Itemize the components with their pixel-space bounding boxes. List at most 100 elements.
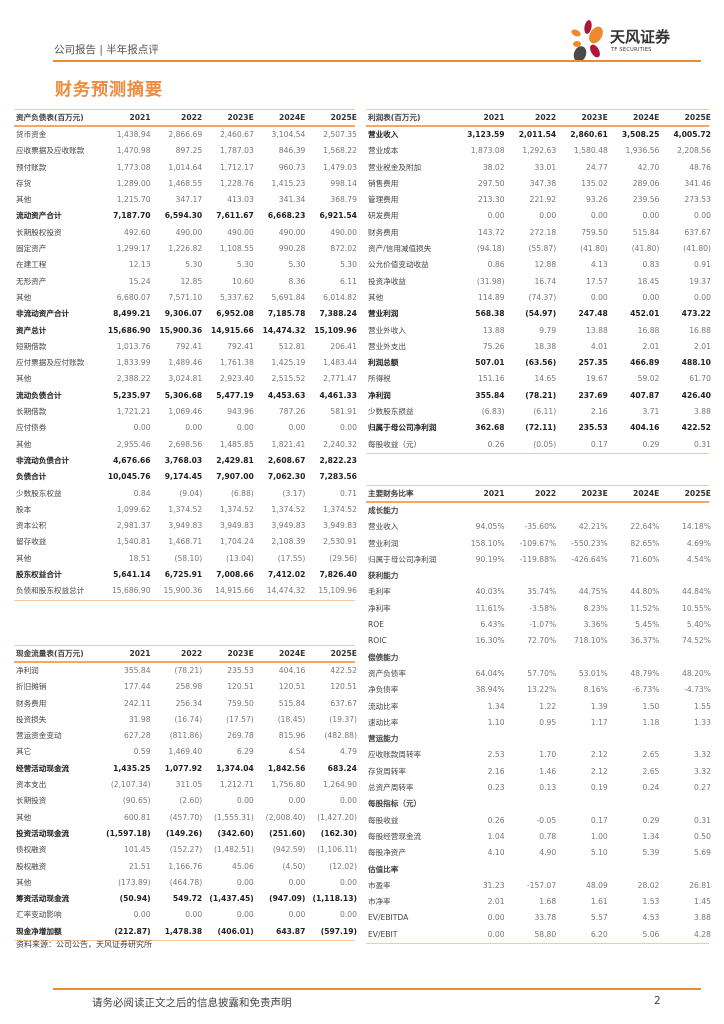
row-label: 资产负债率 bbox=[368, 668, 406, 678]
cell-value: 0.00 bbox=[236, 423, 254, 433]
cell-value: 1.50 bbox=[642, 701, 660, 711]
cell-value: 15,686.90 bbox=[111, 586, 151, 596]
row-label: 偿债能力 bbox=[368, 652, 399, 662]
cell-value: 269.78 bbox=[227, 731, 254, 741]
row-label: 营运能力 bbox=[368, 734, 399, 744]
row-label: 现金净增加额 bbox=[16, 926, 62, 936]
column-header: 2021 bbox=[129, 113, 151, 122]
cell-value: 466.89 bbox=[630, 358, 660, 368]
cell-value: 12.85 bbox=[180, 276, 203, 286]
cell-value: 1,468.55 bbox=[168, 178, 203, 188]
cell-value: (3.17) bbox=[282, 488, 306, 498]
row-label: 汇率变动影响 bbox=[16, 910, 62, 920]
cell-value: 5,306.68 bbox=[164, 390, 203, 400]
cell-value: 1,166.76 bbox=[168, 861, 203, 871]
cell-value: 1.00 bbox=[590, 831, 608, 841]
cell-value: 0.00 bbox=[487, 211, 505, 221]
cell-value: 960.73 bbox=[278, 162, 306, 172]
cell-value: (72.11) bbox=[525, 423, 557, 433]
table-row: 归属于母公司净利润 90.19% -119.88% -426.64% 71.60% 4.5… bbox=[366, 552, 711, 568]
cell-value: 0.00 bbox=[340, 423, 357, 433]
row-label: 成长能力 bbox=[368, 506, 399, 515]
row-label: 资产总计 bbox=[16, 325, 47, 335]
cell-value: 1,215.70 bbox=[116, 195, 151, 205]
cell-value: 5.57 bbox=[590, 913, 608, 923]
cell-value: 341.46 bbox=[684, 178, 711, 188]
row-label: 应收账款周转率 bbox=[368, 750, 422, 760]
cell-value: 2.01 bbox=[487, 897, 505, 907]
row-label: 毛利率 bbox=[368, 587, 391, 597]
cell-value: 787.26 bbox=[278, 407, 306, 417]
cell-value: 2,771.47 bbox=[323, 374, 357, 384]
table-row: 资本支出 (2,107.34) 311.05 1,212.71 1,756.80 1,26… bbox=[14, 777, 357, 793]
table-title: 利润表(百万元) bbox=[368, 113, 421, 122]
table-row: 其他 114.89 (74.37) 0.00 0.00 0.00 bbox=[366, 290, 711, 306]
row-label: 其他 bbox=[16, 877, 32, 887]
row-label: 投资净收益 bbox=[368, 276, 406, 286]
table-row: 总资产周转率 0.23 0.13 0.19 0.24 0.27 bbox=[366, 780, 711, 796]
table-row: 利润总额 507.01 (63.56) 257.35 466.89 488.10 bbox=[366, 355, 711, 371]
cell-value: 94.05% bbox=[475, 522, 505, 532]
cell-value: 1.39 bbox=[590, 701, 608, 711]
header-divider bbox=[53, 60, 701, 62]
cell-value: 35.74% bbox=[527, 587, 557, 597]
cell-value: 1,721.21 bbox=[116, 407, 151, 417]
cell-value: 58.80 bbox=[534, 929, 557, 939]
cell-value: 4.54 bbox=[288, 747, 306, 757]
cell-value: 0.29 bbox=[642, 815, 660, 825]
table-row: 净利润 355.84 (78.21) 235.53 404.16 422.52 bbox=[14, 663, 357, 679]
cell-value: 3.88 bbox=[694, 913, 711, 923]
row-label: 所得税 bbox=[368, 374, 391, 384]
table-row: 留存收益 1,540.81 1,468.71 1,704.24 2,108.39 2,53… bbox=[14, 534, 357, 550]
cell-value: 2,860.61 bbox=[570, 130, 608, 139]
cell-value: 2,208.56 bbox=[677, 146, 711, 156]
cell-value: 289.06 bbox=[632, 178, 660, 188]
row-label: 营业利润 bbox=[368, 538, 399, 548]
table-row: 应付债券 0.00 0.00 0.00 0.00 0.00 bbox=[14, 420, 357, 436]
footer-disclaimer: 请务必阅读正文之后的信息披露和免责声明 bbox=[92, 997, 292, 1009]
column-header: 2023E bbox=[227, 649, 254, 658]
cell-value: 1,374.52 bbox=[271, 504, 306, 514]
row-label: ROE bbox=[368, 620, 385, 630]
cell-value: 422.52 bbox=[681, 423, 711, 433]
row-label: 营业外收入 bbox=[368, 325, 406, 335]
cell-value: 0.78 bbox=[539, 831, 557, 841]
cell-value: 0.00 bbox=[590, 211, 608, 221]
cell-value: 422.52 bbox=[330, 666, 357, 675]
cell-value: 0.31 bbox=[694, 439, 711, 449]
row-label: 留存收益 bbox=[16, 537, 47, 547]
cell-value: 7,187.70 bbox=[113, 211, 151, 221]
row-label: 获利能力 bbox=[368, 571, 399, 581]
row-label: EV/EBITDA bbox=[368, 913, 409, 923]
cell-value: 2,507.35 bbox=[323, 130, 357, 139]
row-label: 归属于母公司净利润 bbox=[368, 554, 437, 564]
table-row: 现金净增加额 (212.87) 1,478.38 (406.01) 643.87 (597… bbox=[14, 924, 357, 940]
cell-value: 0.95 bbox=[539, 717, 557, 727]
column-header: 2023E bbox=[227, 113, 254, 122]
cell-value: 15.24 bbox=[128, 276, 151, 286]
cell-value: 9.79 bbox=[539, 325, 557, 335]
cell-value: (78.21) bbox=[525, 390, 557, 400]
cell-value: 1,540.81 bbox=[116, 537, 151, 547]
table-row: 在建工程 12.13 5.30 5.30 5.30 5.30 bbox=[14, 257, 357, 273]
table-row: ROIC 16.30% 72.70% 718.10% 36.37% 74.52% bbox=[366, 633, 711, 649]
row-label: 每股收益 bbox=[368, 815, 399, 825]
table-row: 其他 (173.89) (464.78) 0.00 0.00 0.00 bbox=[14, 875, 357, 891]
cell-value: 0.91 bbox=[694, 260, 711, 270]
cell-value: (50.94) bbox=[119, 894, 151, 904]
cell-value: 0.00 bbox=[642, 211, 660, 221]
cell-value: 311.05 bbox=[175, 780, 203, 790]
cell-value: 7,412.02 bbox=[267, 570, 306, 580]
row-label: 每股指标（元） bbox=[368, 799, 422, 809]
table-row: 净利率 11.61% -3.58% 8.23% 11.52% 10.55% bbox=[366, 601, 711, 617]
table-row: 少数股东权益 0.84 (9.04) (6.88) (3.17) 0.71 bbox=[14, 486, 357, 502]
cell-value: 6,014.82 bbox=[323, 292, 357, 302]
cell-value: (9.04) bbox=[179, 488, 203, 498]
cell-value: 0.24 bbox=[642, 783, 660, 793]
cell-value: 5.45% bbox=[635, 620, 660, 630]
cell-value: 15,900.36 bbox=[163, 586, 203, 596]
cell-value: 1,077.92 bbox=[164, 763, 203, 773]
table-row: 固定资产 1,299.17 1,226.82 1,108.55 990.28 872.02 bbox=[14, 241, 357, 257]
cell-value: (55.87) bbox=[528, 244, 557, 254]
column-header: 2021 bbox=[129, 649, 151, 658]
